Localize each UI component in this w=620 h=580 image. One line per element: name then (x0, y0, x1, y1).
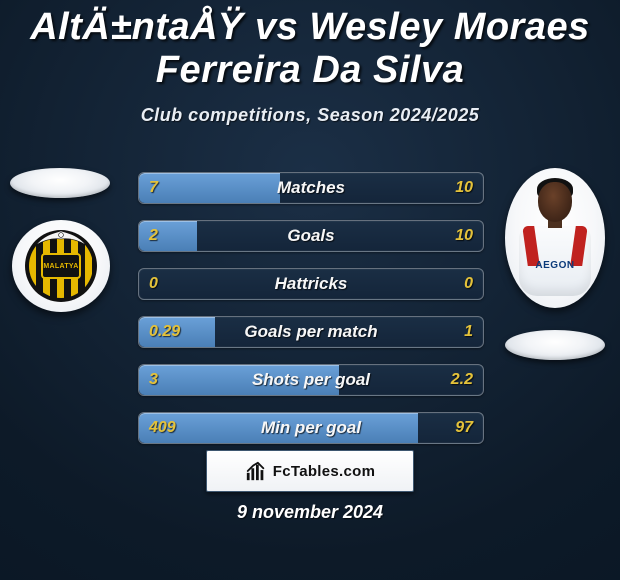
stat-bar-fill (139, 365, 339, 395)
stat-value-right: 10 (455, 173, 473, 203)
club-crest: MALATYA (25, 230, 97, 302)
stat-label: Hattricks (139, 269, 483, 299)
page-title: AltÄ±ntaÅŸ vs Wesley Moraes Ferreira Da … (14, 0, 606, 91)
stat-bar: 0Hattricks0 (138, 268, 484, 300)
crest-label: MALATYA (41, 253, 81, 279)
right-player-photo-container: AEGON (505, 168, 605, 308)
stat-bars: 7Matches10 2Goals10 0Hattricks0 0.29Goals p… (138, 172, 482, 460)
banner-text: FcTables.com (273, 463, 376, 480)
card-date: 9 november 2024 (0, 502, 620, 523)
stat-value-right: 10 (455, 221, 473, 251)
stat-value-right: 2.2 (451, 365, 473, 395)
shirt-sponsor: AEGON (535, 260, 574, 271)
left-club-crest-container: MALATYA (12, 220, 110, 312)
stat-bar: 0.29Goals per match1 (138, 316, 484, 348)
stat-bar-fill (139, 221, 197, 251)
stat-bar-fill (139, 413, 418, 443)
left-platter (10, 168, 110, 198)
stat-bar-fill (139, 173, 280, 203)
eagle-icon (34, 229, 88, 249)
comparison-card: AltÄ±ntaÅŸ vs Wesley Moraes Ferreira Da … (0, 0, 620, 580)
right-player-column: AEGON (500, 168, 610, 360)
stat-value-left: 0 (149, 269, 158, 299)
stat-bar: 3Shots per goal2.2 (138, 364, 484, 396)
stat-bar-fill (139, 317, 215, 347)
player-figure: AEGON (515, 176, 595, 300)
subtitle: Club competitions, Season 2024/2025 (0, 105, 620, 126)
stat-value-right: 1 (464, 317, 473, 347)
stat-value-right: 97 (455, 413, 473, 443)
right-platter (505, 330, 605, 360)
stat-bar: 2Goals10 (138, 220, 484, 252)
source-banner: FcTables.com (206, 450, 414, 492)
left-player-column: MALATYA (10, 168, 120, 312)
stat-value-right: 0 (464, 269, 473, 299)
stat-bar: 7Matches10 (138, 172, 484, 204)
stat-bar: 409Min per goal97 (138, 412, 484, 444)
fctables-icon (245, 460, 267, 482)
